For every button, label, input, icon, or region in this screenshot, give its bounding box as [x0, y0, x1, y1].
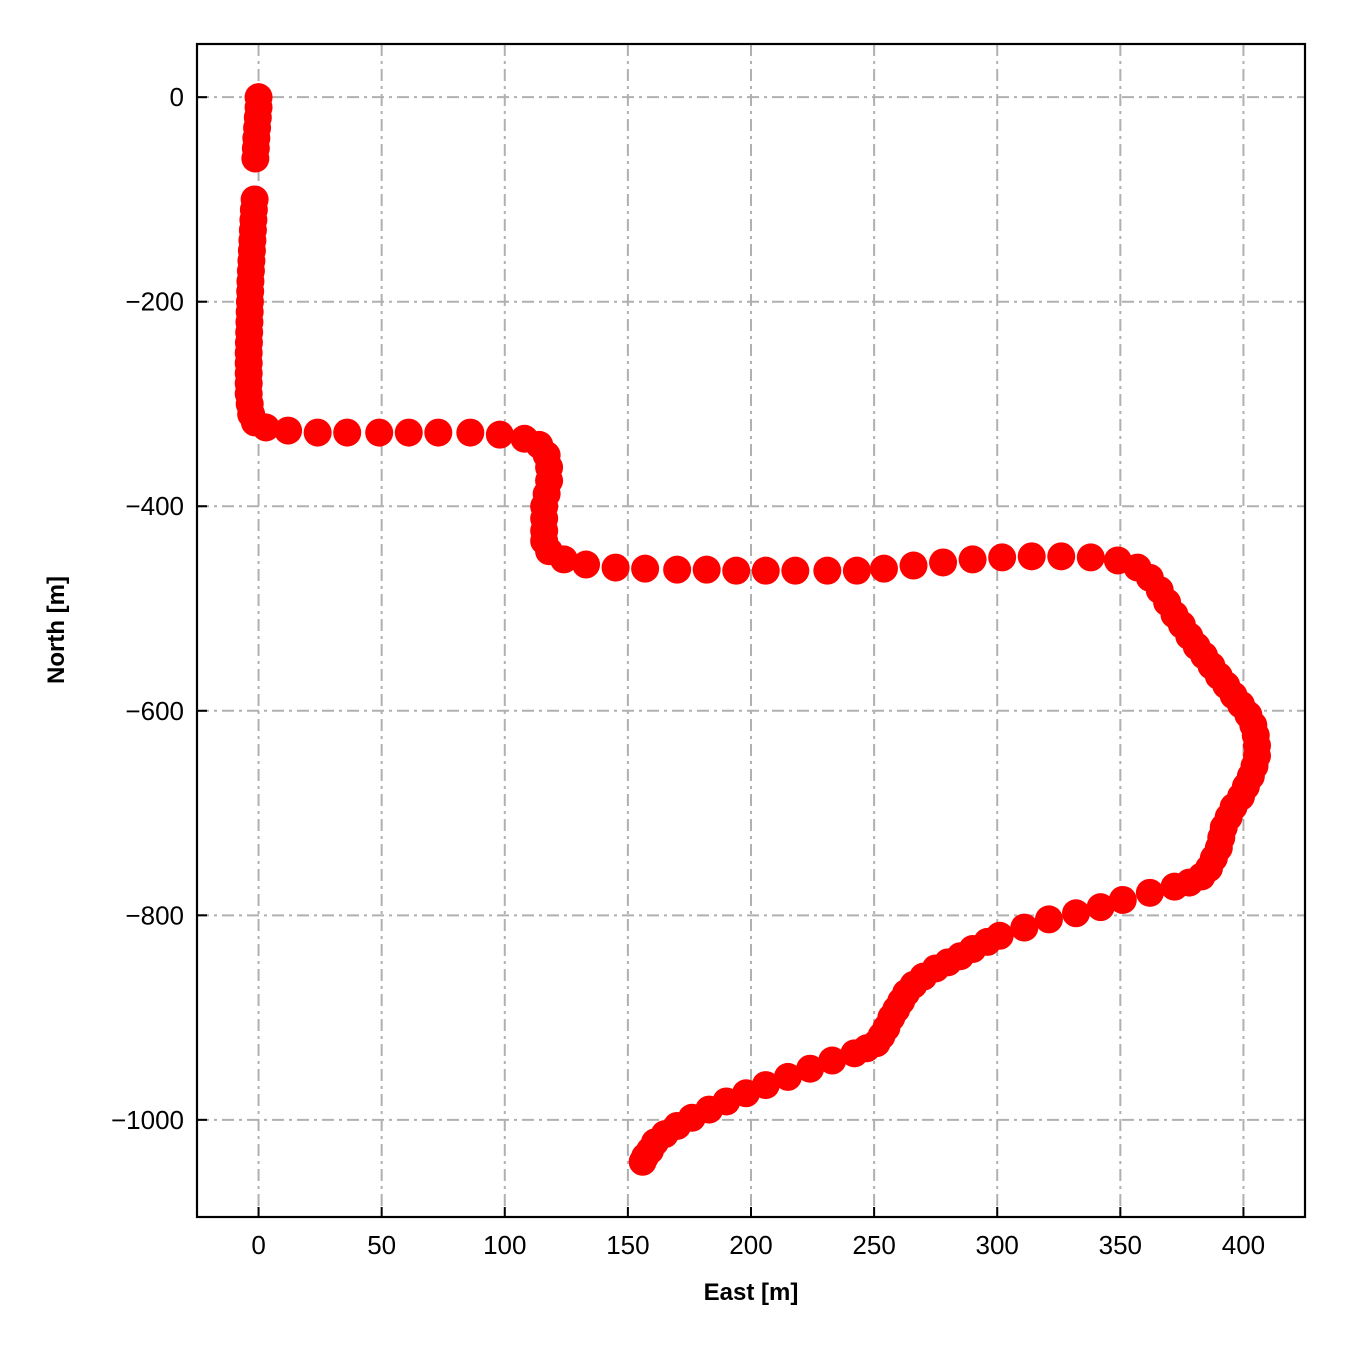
y-tick-label: −600 [125, 696, 184, 726]
data-point [303, 418, 332, 447]
x-tick-label: 100 [483, 1230, 526, 1260]
data-point [722, 556, 751, 585]
data-point [1135, 878, 1164, 907]
data-point [1047, 542, 1076, 571]
data-point [274, 416, 303, 445]
y-tick-label: 0 [170, 82, 184, 112]
data-point [1108, 885, 1137, 914]
data-point [1086, 893, 1115, 922]
y-tick-label: −1000 [111, 1105, 184, 1135]
data-point [751, 556, 780, 585]
data-point [601, 553, 630, 582]
data-point [1160, 872, 1189, 901]
data-point [842, 556, 871, 585]
data-point [549, 545, 578, 574]
x-tick-label: 400 [1222, 1230, 1265, 1260]
data-point [631, 554, 660, 583]
data-point [1034, 905, 1063, 934]
data-point [663, 555, 692, 584]
y-tick-label: −400 [125, 491, 184, 521]
x-tick-label: 50 [367, 1230, 396, 1260]
data-point [1062, 899, 1091, 928]
data-point [1076, 543, 1105, 572]
data-point [1017, 542, 1046, 571]
data-point [929, 548, 958, 577]
data-point [813, 556, 842, 585]
data-point [424, 418, 453, 447]
data-point [958, 545, 987, 574]
data-point [251, 413, 280, 442]
data-point [773, 1062, 802, 1091]
data-point [899, 551, 928, 580]
y-tick-label: −200 [125, 287, 184, 317]
data-point [628, 1147, 657, 1176]
data-point [840, 1039, 869, 1068]
data-point [572, 550, 601, 579]
data-point [869, 554, 898, 583]
x-tick-label: 350 [1099, 1230, 1142, 1260]
x-tick-label: 200 [729, 1230, 772, 1260]
y-tick-label: −800 [125, 900, 184, 930]
data-point [333, 418, 362, 447]
x-axis-label: East [m] [704, 1279, 799, 1306]
data-point [692, 555, 721, 584]
data-point [394, 418, 423, 447]
data-point [485, 420, 514, 449]
axis-ticks: 0 50 100 150 200 250 300 350 400 0 −200 −400 −600 −80… [111, 82, 1265, 1260]
data-point [456, 418, 485, 447]
data-point [988, 543, 1017, 572]
data-point [796, 1054, 825, 1083]
x-tick-label: 150 [606, 1230, 649, 1260]
x-tick-label: 250 [852, 1230, 895, 1260]
data-point [818, 1046, 847, 1075]
x-tick-label: 300 [976, 1230, 1019, 1260]
y-axis-label: North [m] [43, 576, 70, 684]
data-points [234, 83, 1271, 1176]
data-point [241, 144, 270, 173]
data-point [781, 556, 810, 585]
grid-lines [197, 44, 1305, 1217]
data-point [1010, 913, 1039, 942]
data-point [365, 418, 394, 447]
x-tick-label: 0 [251, 1230, 265, 1260]
